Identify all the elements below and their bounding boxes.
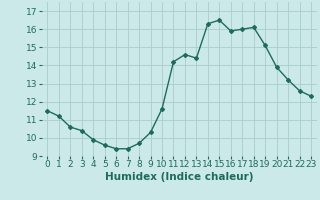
X-axis label: Humidex (Indice chaleur): Humidex (Indice chaleur) [105, 172, 253, 182]
